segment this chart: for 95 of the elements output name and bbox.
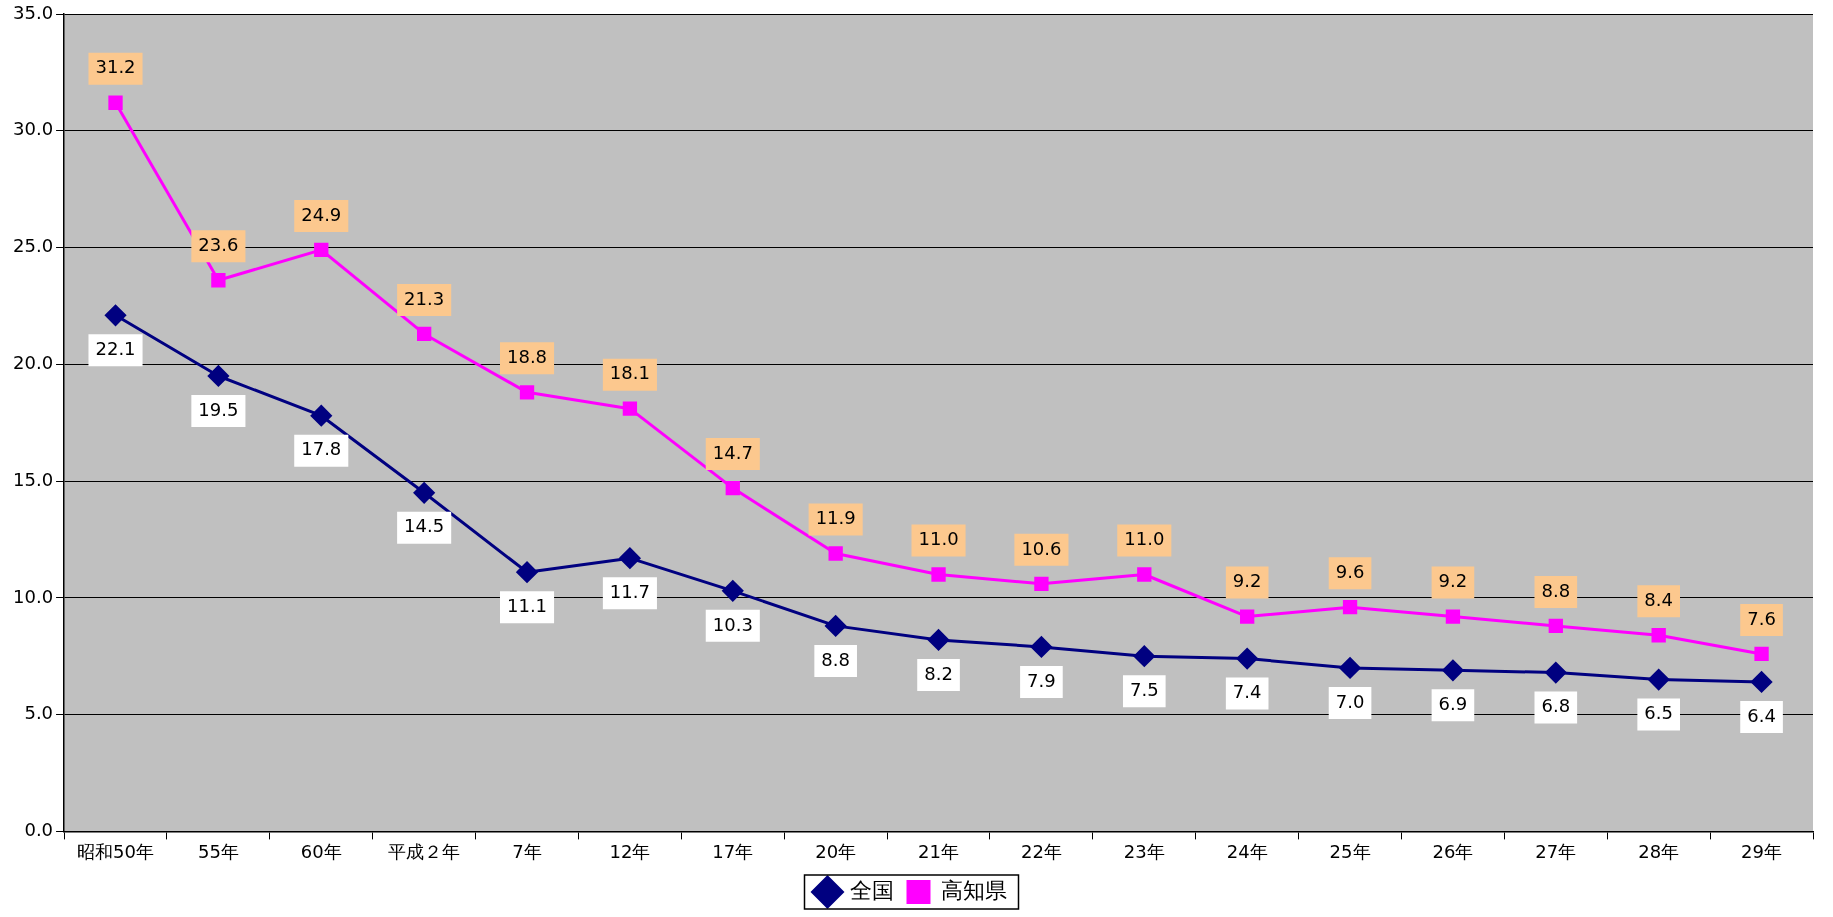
data-label: 11.9 [815, 507, 856, 529]
point [314, 242, 329, 258]
data-label: 6.5 [1644, 702, 1673, 724]
point [1648, 669, 1670, 691]
data-label: 6.4 [1747, 704, 1776, 726]
point [931, 567, 946, 582]
point [828, 546, 843, 561]
point [1445, 609, 1461, 624]
data-label: 31.2 [95, 56, 136, 78]
point [622, 401, 638, 416]
point [207, 365, 229, 387]
legend-label: 高知県 [940, 877, 1007, 903]
x-tick-label: 12年 [609, 840, 651, 862]
data-label: 18.1 [609, 362, 650, 384]
data-label: 6.9 [1438, 692, 1468, 714]
x-tick-label: 55年 [197, 840, 239, 862]
x-tick-label: 20年 [815, 840, 857, 862]
point [1034, 576, 1049, 591]
point [1651, 628, 1666, 643]
x-tick-label: 昭和50年 [77, 840, 154, 862]
data-label: 23.6 [198, 233, 239, 255]
point [725, 480, 740, 496]
x-tick-label: 23年 [1123, 840, 1165, 862]
data-label: 7.6 [1747, 607, 1776, 629]
point [310, 405, 332, 427]
x-tick-label: 29年 [1741, 840, 1783, 862]
y-tick-label: 35.0 [13, 1, 54, 23]
x-tick-label: 24年 [1226, 840, 1268, 862]
data-label: 8.8 [1541, 579, 1571, 601]
data-label: 7.5 [1129, 678, 1159, 700]
x-tick-label: 25年 [1329, 840, 1371, 862]
point [1236, 648, 1258, 670]
x-tick-label: 27年 [1535, 840, 1577, 862]
point [413, 482, 435, 504]
data-label: 9.2 [1232, 570, 1262, 592]
data-label: 19.5 [198, 398, 239, 420]
data-label: 7.9 [1027, 669, 1056, 691]
y-tick-label: 30.0 [13, 118, 54, 140]
y-tick-label: 10.0 [13, 585, 54, 607]
y-tick-label: 5.0 [24, 702, 54, 724]
data-label: 8.8 [821, 648, 850, 670]
point [105, 304, 127, 326]
y-tick-label: 25.0 [13, 235, 54, 257]
data-label: 7.4 [1232, 681, 1262, 703]
data-label: 11.7 [609, 580, 650, 602]
data-label: 18.8 [506, 346, 548, 368]
point [1339, 657, 1361, 679]
point [928, 629, 950, 651]
y-tick-label: 15.0 [13, 468, 54, 490]
y-tick-label: 0.0 [24, 819, 54, 841]
data-label: 8.2 [924, 662, 953, 684]
point [519, 385, 535, 400]
x-tick-label: 22年 [1020, 840, 1062, 862]
data-label: 14.5 [404, 515, 445, 537]
point [1545, 662, 1567, 684]
data-label: 7.0 [1335, 690, 1365, 712]
data-label: 10.3 [712, 613, 753, 635]
x-tick-label: 26年 [1432, 840, 1474, 862]
point [825, 615, 847, 637]
point [1754, 646, 1769, 662]
point [211, 273, 226, 288]
data-label: 17.8 [301, 438, 342, 460]
data-label: 11.0 [1124, 528, 1165, 550]
x-tick-label: 7年 [512, 840, 542, 862]
point [1240, 609, 1255, 624]
point [619, 547, 641, 569]
point [516, 561, 538, 583]
data-label: 6.8 [1541, 695, 1571, 717]
x-tick-label: 60年 [300, 840, 342, 862]
x-tick-label: 平成２年 [388, 840, 461, 862]
point [416, 326, 432, 342]
data-label: 10.6 [1021, 537, 1062, 559]
point [1751, 671, 1773, 693]
data-label: 21.3 [404, 287, 445, 309]
point [108, 95, 123, 110]
point [1442, 659, 1464, 681]
data-label: 11.0 [918, 528, 959, 550]
point [1030, 636, 1052, 658]
data-label: 14.7 [712, 441, 753, 463]
data-label: 9.2 [1438, 570, 1468, 592]
point [1137, 567, 1152, 582]
point [1548, 618, 1563, 634]
x-tick-label: 28年 [1638, 840, 1680, 862]
data-label: 24.9 [301, 203, 342, 225]
data-label: 22.1 [95, 337, 136, 359]
x-tick-label: 17年 [712, 840, 754, 862]
legend-label: 全国 [849, 877, 894, 903]
point [1342, 600, 1358, 615]
data-label: 8.4 [1644, 588, 1673, 610]
point [722, 580, 744, 602]
data-label: 9.6 [1335, 560, 1365, 582]
data-label: 11.1 [506, 594, 548, 616]
point [1133, 645, 1155, 667]
x-tick-label: 21年 [918, 840, 959, 862]
y-tick-label: 20.0 [13, 351, 54, 373]
